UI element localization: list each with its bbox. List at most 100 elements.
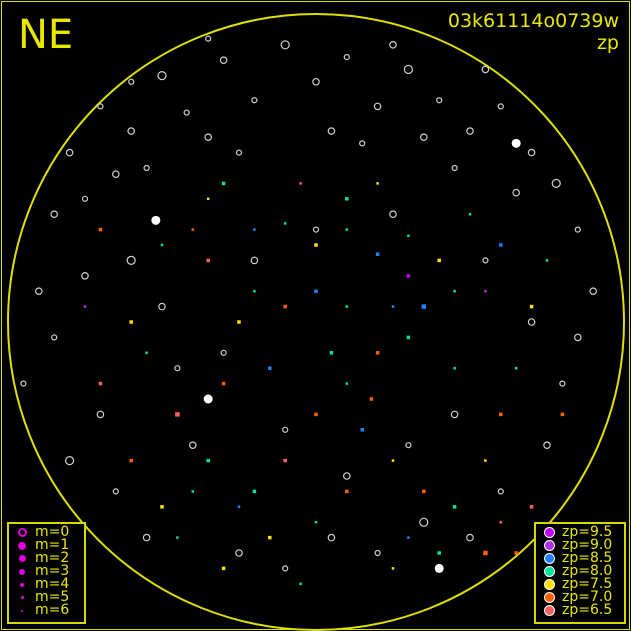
undetected-star [559,380,566,387]
detected-star [283,458,287,463]
undetected-star [205,35,212,42]
magnitude-legend-item: m=3 [9,564,84,578]
zp-legend-item: zp=9.0 [536,538,624,552]
detected-star [221,381,226,386]
detected-star [376,182,379,185]
detected-star [299,182,302,185]
undetected-star [235,149,243,156]
undetected-star [466,127,474,135]
undetected-star [574,226,581,233]
detected-star [129,458,133,463]
zp-color-swatch-icon [536,566,562,577]
undetected-star [128,78,135,85]
magnitude-label: m=6 [35,601,70,618]
undetected-star [436,97,443,104]
detected-star [529,304,534,309]
detected-star [452,505,457,509]
undetected-star [81,195,89,202]
undetected-star [97,103,104,110]
undetected-star [327,533,336,542]
undetected-star [203,394,213,404]
magnitude-symbol-icon [9,555,35,562]
undetected-star [151,215,161,225]
detected-star [221,566,226,571]
detected-star [406,274,411,278]
zp-label: zp=8.0 [562,562,613,579]
undetected-star [482,257,489,264]
detected-star [129,320,133,324]
undetected-star [419,133,428,142]
magnitude-legend-item: m=6 [9,601,84,618]
undetected-star [282,565,289,572]
undetected-star [373,102,382,111]
undetected-star [589,287,598,296]
zp-legend: zp=9.5 zp=9.0 zp=8.5 zp=8.0 zp=7.5 zp=7.0 zp=6… [534,522,626,624]
undetected-star [327,127,336,135]
undetected-star [64,456,75,466]
undetected-star [451,164,458,172]
detected-star [345,228,349,231]
zp-color-swatch-icon [536,540,562,551]
detected-star [529,505,534,509]
detected-star [391,459,395,462]
detected-star [437,551,441,555]
undetected-star [50,210,59,219]
detected-star [484,289,487,293]
detected-star [391,305,395,308]
undetected-star [81,271,89,280]
undetected-star [112,170,120,178]
detected-star [206,258,210,263]
detected-star [98,227,103,232]
detected-star [268,366,272,370]
detected-star [314,243,318,247]
detected-star [252,489,257,494]
detected-star [176,536,179,539]
zp-legend-item: zp=6.5 [536,603,624,617]
undetected-star [543,441,551,450]
undetected-star [65,148,74,157]
detected-star [360,428,364,432]
detected-star [453,289,456,293]
magnitude-symbol-icon [9,541,35,550]
undetected-star [235,549,243,557]
detected-star [345,489,349,494]
undetected-star [359,140,366,147]
detected-star [98,381,103,386]
undetected-star [183,109,190,116]
undetected-star [220,349,227,356]
undetected-star [511,138,521,148]
undetected-star [481,65,490,74]
undetected-star [280,40,290,50]
undetected-star [20,380,27,387]
detected-star [499,412,503,417]
detected-star [206,458,210,463]
detected-star [421,304,427,309]
orientation-label: NE [18,12,74,58]
detected-star [299,582,302,586]
detected-star [268,535,272,540]
zp-label: zp=7.0 [562,588,613,605]
undetected-star [282,426,289,433]
undetected-star [450,410,459,419]
undetected-star [405,442,412,449]
zp-color-swatch-icon [536,527,562,538]
undetected-star [389,210,397,219]
magnitude-legend-item: m=2 [9,549,84,566]
magnitude-label: m=0 [35,523,70,540]
detected-star [283,304,287,309]
magnitude-symbol-icon [9,582,35,587]
magnitude-label: m=2 [35,549,70,566]
undetected-star [466,533,474,542]
undetected-star [551,178,561,188]
zp-color-swatch-icon [536,592,562,603]
zp-label: zp=7.5 [562,575,613,592]
detected-star [314,289,318,293]
detected-star [175,412,180,417]
detected-star [345,305,349,308]
undetected-star [342,472,351,480]
magnitude-label: m=1 [35,536,70,553]
undetected-star [112,488,119,495]
undetected-star [143,164,150,172]
zp-color-swatch-icon [536,579,562,590]
detected-star [407,536,410,539]
